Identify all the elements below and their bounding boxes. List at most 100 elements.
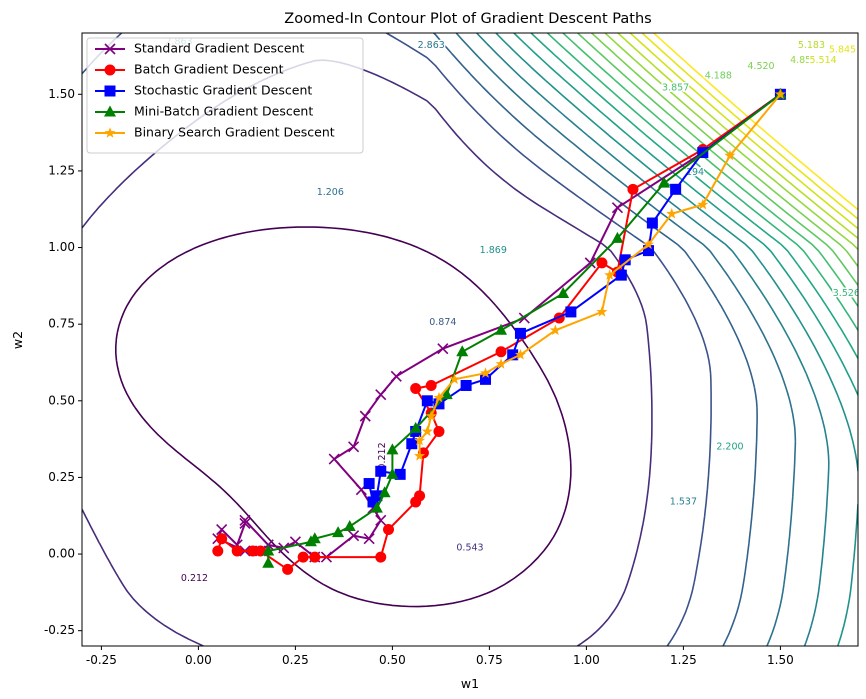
y-axis-label: w2 — [10, 331, 25, 349]
x-tick-label: -0.25 — [86, 653, 117, 667]
contour-label: 0.543 — [456, 542, 483, 553]
data-point — [406, 438, 418, 450]
contour-level — [476, 33, 830, 646]
data-point — [386, 467, 399, 479]
contour-label: 0.874 — [429, 317, 456, 328]
contour-level — [513, 33, 858, 396]
legend-marker — [104, 85, 116, 97]
data-point — [394, 468, 406, 480]
contour-level — [115, 226, 572, 608]
data-point — [480, 367, 492, 378]
y-tick-label: 1.25 — [48, 163, 75, 177]
x-tick-label: 0.50 — [379, 653, 406, 667]
data-point — [304, 535, 317, 547]
data-point — [495, 346, 507, 358]
plot-frame — [81, 32, 859, 647]
x-tick-label: 1.00 — [573, 653, 600, 667]
data-point — [611, 231, 624, 243]
data-point — [390, 370, 402, 382]
data-point — [611, 202, 624, 214]
data-point — [642, 245, 654, 257]
data-point — [297, 551, 309, 563]
data-point — [421, 425, 433, 437]
legend-entry-binary: Binary Search Gradient Descent — [95, 125, 335, 140]
data-point — [604, 269, 616, 280]
data-point — [425, 410, 437, 421]
data-point — [247, 545, 259, 557]
data-point — [370, 501, 383, 513]
y-tick-label: 0.00 — [48, 547, 75, 561]
data-point — [410, 383, 422, 395]
legend-entry-standard: Standard Gradient Descent — [95, 41, 305, 56]
data-point — [670, 183, 682, 195]
y-tick-label: -0.25 — [44, 623, 75, 637]
contour-label: 1.537 — [670, 496, 697, 507]
data-point — [414, 450, 426, 461]
x-tick-label: 1.50 — [767, 653, 794, 667]
data-point — [216, 523, 228, 536]
data-point — [514, 327, 526, 339]
contour-level — [530, 33, 858, 359]
contour-label: 1.206 — [317, 187, 344, 198]
data-point — [584, 257, 596, 269]
data-point — [425, 379, 437, 391]
contour-lines — [82, 33, 858, 646]
data-point — [615, 269, 627, 281]
data-point — [375, 465, 387, 477]
data-point — [433, 425, 445, 437]
series-line-binary — [418, 93, 782, 456]
x-tick-label: 0.75 — [476, 653, 503, 667]
data-point — [375, 514, 387, 526]
data-point — [658, 176, 670, 188]
data-point — [363, 478, 375, 490]
legend-entry-stochastic: Stochastic Gradient Descent — [95, 83, 312, 98]
contour-label: 1.869 — [480, 245, 507, 256]
data-point — [239, 514, 251, 526]
series-line-standard — [216, 93, 781, 559]
series-batch — [212, 88, 786, 575]
data-point — [375, 389, 387, 401]
contour-label: 0.212 — [377, 442, 388, 469]
contour-label: 5.845 — [829, 44, 856, 55]
legend-marker — [104, 105, 116, 117]
data-point — [456, 345, 469, 357]
legend-label: Batch Gradient Descent — [134, 62, 284, 77]
contour-label: 5.183 — [798, 40, 825, 51]
data-point — [642, 238, 654, 250]
contour-label: 2.863 — [418, 40, 445, 51]
contour-level — [82, 33, 712, 646]
legend: Standard Gradient Descent Batch Gradient … — [86, 37, 364, 154]
data-point — [697, 198, 709, 210]
contour-label: 2.200 — [716, 441, 743, 452]
series-binary — [414, 88, 786, 461]
y-tick-label: 0.75 — [48, 317, 75, 331]
data-point — [627, 183, 639, 195]
data-point — [410, 496, 422, 508]
contour-label: 0.212 — [181, 573, 208, 584]
x-axis-label: w1 — [461, 676, 479, 691]
data-point — [565, 306, 577, 318]
chart-title: Zoomed-In Contour Plot of Gradient Desce… — [284, 11, 651, 27]
data-point — [348, 441, 360, 453]
data-point — [262, 544, 275, 556]
data-point — [332, 526, 345, 538]
data-point — [216, 533, 228, 545]
contour-label: 4.188 — [705, 70, 732, 81]
data-point — [774, 88, 786, 99]
data-point — [448, 373, 460, 385]
data-point — [507, 349, 519, 361]
y-tick-label: 1.50 — [48, 87, 75, 101]
data-point — [495, 323, 508, 335]
contour-level — [577, 33, 858, 286]
legend-label: Standard Gradient Descent — [134, 41, 305, 56]
y-tick-label: 0.50 — [48, 393, 75, 407]
legend-label: Stochastic Gradient Descent — [134, 83, 312, 98]
x-tick-label: 0.00 — [185, 653, 212, 667]
data-point — [371, 490, 383, 502]
contour-label: 3.857 — [662, 83, 689, 94]
legend-entry-minibatch: Mini-Batch Gradient Descent — [95, 104, 313, 119]
contour-level — [617, 33, 858, 239]
data-point — [309, 551, 321, 563]
legend-marker — [104, 127, 116, 138]
